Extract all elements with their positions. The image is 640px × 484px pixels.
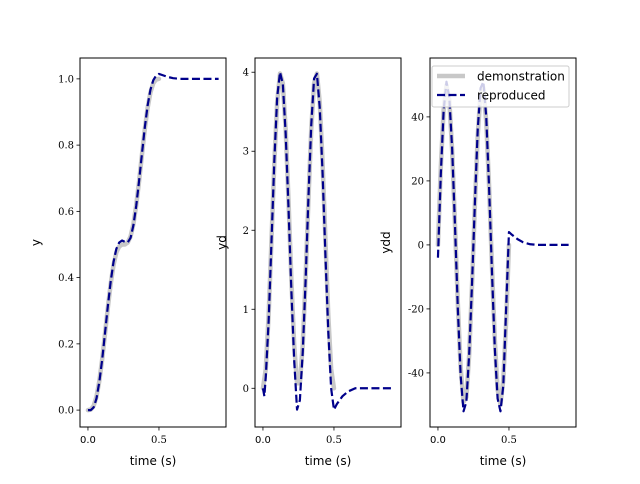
x-tick-label: 0.5 (151, 435, 167, 446)
series-line-reproduced (261, 71, 394, 411)
series-line-reproduced (436, 80, 569, 413)
y-axis-label: y (29, 239, 43, 246)
y-tick-label: 20 (411, 176, 424, 187)
y-axis-label: yd (215, 235, 229, 250)
x-tick-label: 0.5 (501, 435, 517, 446)
series-line-reproduced (87, 72, 219, 412)
x-tick-label: 0.0 (430, 435, 446, 446)
y-tick-label: 4 (243, 68, 249, 79)
y-tick-label: 1.0 (58, 74, 74, 85)
x-tick-label: 0.0 (80, 435, 96, 446)
subplot-yd: 0.0 0.5 0 1 2 3 4 time (s) yd (215, 57, 402, 468)
y-tick-label: 2 (243, 226, 249, 237)
y-tick-label: 1 (243, 305, 249, 316)
y-tick-label: 40 (411, 112, 424, 123)
y-tick-label: 0.0 (58, 406, 74, 417)
subplot-y: 0.0 0.5 0.0 0.2 0.4 0.6 0.8 1.0 time (s) y (29, 57, 227, 468)
axes-frame (79, 57, 227, 428)
x-tick-label: 0.0 (255, 435, 271, 446)
legend-box (431, 65, 570, 108)
subplot-ydd: 0.0 0.5 -40 -20 0 20 40 time (s) ydd demonstratio… (379, 57, 577, 468)
x-axis-label: time (s) (480, 454, 527, 468)
y-tick-label: 0.2 (58, 339, 74, 350)
legend-label-demonstration: demonstration (477, 70, 565, 84)
y-axis-label: ydd (379, 231, 393, 253)
legend-label-reproduced: reproduced (477, 89, 546, 103)
y-tick-label: 0 (418, 240, 424, 251)
y-tick-label: 0.8 (58, 141, 74, 152)
y-tick-label: -20 (408, 304, 424, 315)
y-tick-label: -40 (408, 368, 424, 379)
axes-frame (429, 57, 577, 428)
axes-frame (254, 57, 402, 428)
x-tick-label: 0.5 (326, 435, 342, 446)
y-tick-label: 0.4 (58, 273, 74, 284)
x-axis-label: time (s) (130, 454, 177, 468)
y-tick-label: 0 (243, 384, 249, 395)
y-tick-label: 3 (243, 147, 249, 158)
y-tick-label: 0.6 (58, 207, 74, 218)
x-axis-label: time (s) (305, 454, 352, 468)
legend: demonstration reproduced (431, 65, 570, 108)
